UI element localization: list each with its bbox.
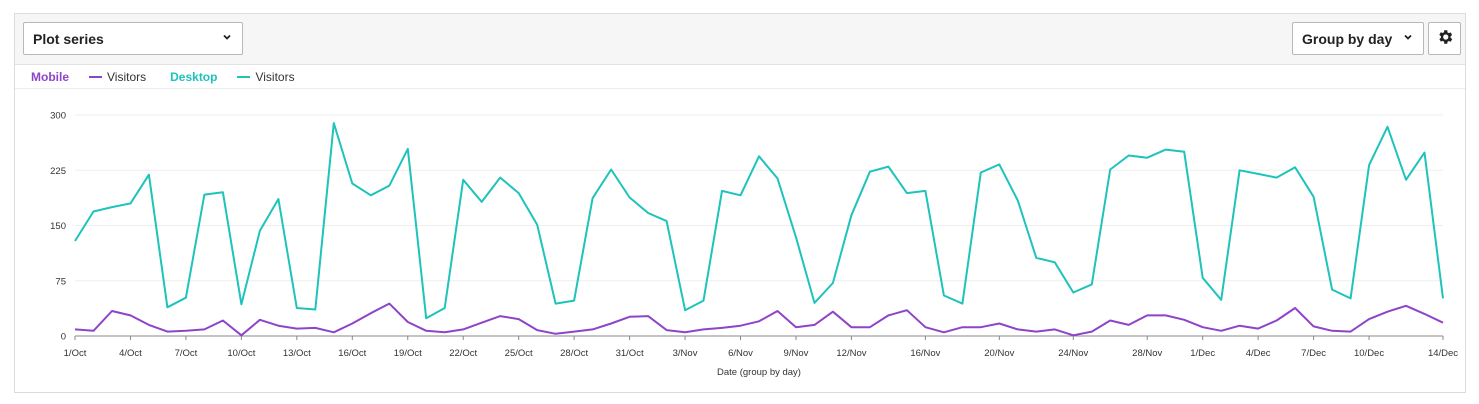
x-tick-label: 10/Dec [1354, 348, 1384, 359]
y-tick-label: 300 [50, 111, 66, 122]
x-tick-label: 1/Oct [64, 348, 87, 359]
x-tick-label: 10/Oct [227, 348, 255, 359]
group-by-dropdown[interactable]: Group by day [1292, 22, 1424, 55]
y-tick-label: 150 [50, 221, 66, 232]
legend-group-mobile: Mobile [31, 69, 69, 84]
x-tick-label: 3/Nov [673, 348, 698, 359]
x-tick-label: 25/Oct [505, 348, 533, 359]
y-tick-label: 0 [61, 332, 66, 343]
x-tick-label: 24/Nov [1058, 348, 1088, 359]
x-tick-label: 6/Nov [728, 348, 753, 359]
x-tick-label: 19/Oct [394, 348, 422, 359]
x-tick-label: 4/Oct [119, 348, 142, 359]
x-tick-label: 7/Dec [1301, 348, 1326, 359]
series-line-mobile-visitors [74, 302, 1444, 337]
series-line-desktop-visitors [74, 122, 1444, 320]
x-tick-label: 28/Oct [560, 348, 588, 359]
chevron-down-icon [1403, 32, 1413, 42]
gear-icon [1436, 28, 1454, 49]
legend-item-desktop-visitors[interactable]: Visitors [237, 69, 295, 84]
legend-group-desktop: Desktop [170, 69, 218, 84]
legend-swatch-desktop [237, 75, 251, 78]
y-tick-label: 75 [55, 276, 66, 287]
group-by-label: Group by day [1302, 30, 1393, 47]
x-tick-label: 20/Nov [984, 348, 1014, 359]
chart-panel: Plot series Group by day Mobile Visitors… [14, 13, 1466, 393]
legend-item-label: Visitors [107, 69, 147, 84]
x-tick-label: 4/Dec [1246, 348, 1271, 359]
settings-button[interactable] [1428, 22, 1461, 55]
chevron-down-icon [222, 32, 232, 42]
x-tick-label: 1/Dec [1190, 348, 1215, 359]
plot-series-label: Plot series [33, 30, 104, 47]
chart-legend: Mobile Visitors Desktop Visitors [15, 65, 1465, 89]
plot-series-dropdown[interactable]: Plot series [23, 22, 243, 55]
x-tick-label: 7/Oct [175, 348, 198, 359]
legend-item-label: Visitors [255, 69, 295, 84]
x-tick-label: 28/Nov [1132, 348, 1162, 359]
legend-swatch-mobile [89, 75, 102, 78]
x-tick-label: 31/Oct [616, 348, 644, 359]
x-axis-title: Date (group by day) [717, 367, 801, 378]
y-tick-label: 225 [50, 166, 66, 177]
x-tick-label: 9/Nov [784, 348, 809, 359]
legend-item-mobile-visitors[interactable]: Visitors [89, 70, 146, 84]
x-tick-label: 22/Oct [449, 348, 477, 359]
x-tick-label: 14/Dec [1428, 348, 1458, 359]
x-tick-label: 16/Nov [910, 348, 940, 359]
x-tick-label: 16/Oct [338, 348, 366, 359]
x-tick-label: 12/Nov [836, 348, 866, 359]
x-tick-label: 13/Oct [283, 348, 311, 359]
toolbar: Plot series Group by day [15, 14, 1465, 65]
